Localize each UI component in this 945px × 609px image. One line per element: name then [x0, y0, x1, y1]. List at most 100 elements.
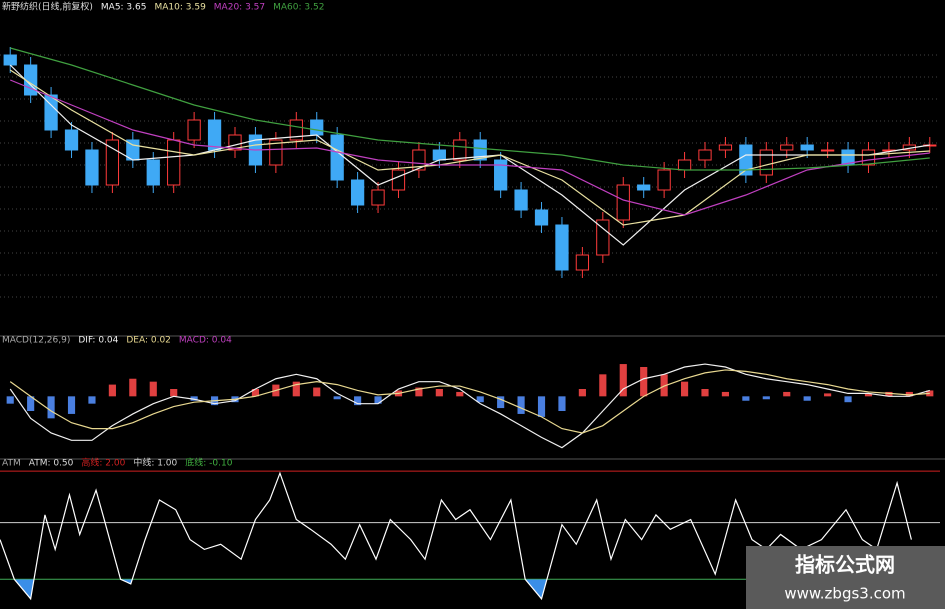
macd-bar	[354, 396, 362, 406]
macd-bar	[619, 364, 627, 397]
header-label: MACD: 0.04	[179, 336, 232, 346]
candle-body	[187, 119, 201, 141]
candle-body	[146, 159, 160, 186]
watermark-url: www.zbgs3.com	[784, 585, 905, 603]
candle-body	[85, 149, 99, 186]
macd-bar	[517, 396, 525, 414]
macd-bar	[844, 396, 852, 403]
candle-body	[473, 139, 487, 161]
macd-bar	[701, 389, 709, 397]
macd-bar	[680, 381, 689, 397]
header-label: MA20: 3.57	[214, 3, 265, 13]
macd-bar	[149, 381, 157, 397]
candle-body	[453, 139, 467, 161]
ma-line	[9, 69, 930, 226]
header-label: MA10: 3.59	[154, 3, 206, 13]
macd-bar	[905, 391, 913, 397]
macd-bar	[456, 391, 464, 397]
macd-bar	[497, 396, 505, 409]
header-label: ATM: 0.50	[29, 459, 74, 469]
candle-body	[207, 119, 222, 151]
header-label: DIF: 0.04	[78, 336, 118, 346]
header-label: DEA: 0.02	[126, 336, 171, 346]
candle-body	[739, 144, 753, 176]
ma-line	[9, 64, 930, 246]
candle-body	[391, 169, 406, 191]
candle-body	[534, 209, 549, 226]
macd-bar	[783, 391, 791, 397]
macd-line	[9, 363, 930, 449]
header-label: MACD(12,26,9)	[2, 336, 70, 346]
watermark-box	[746, 546, 945, 609]
header-label: MA5: 3.65	[101, 3, 147, 13]
macd-bar	[721, 391, 730, 397]
candle-body	[44, 94, 58, 131]
candle-body	[432, 149, 446, 161]
candle-body	[861, 149, 876, 166]
header-label: 高线: 2.00	[81, 457, 125, 469]
candle-body	[718, 144, 733, 151]
candle-body	[820, 149, 835, 152]
candle-body	[637, 184, 651, 191]
macd-bar	[415, 387, 423, 397]
candle-body	[616, 184, 630, 221]
candle-body	[677, 159, 692, 171]
candle-body	[330, 134, 344, 181]
macd-bar	[599, 374, 607, 397]
macd-bar	[640, 367, 648, 397]
macd-bar	[88, 396, 96, 404]
candle-body	[289, 119, 303, 141]
macd-bar	[660, 374, 668, 397]
macd-bar	[333, 396, 341, 400]
header-label: 底线: -0.10	[185, 457, 232, 469]
candle-body	[698, 149, 712, 161]
candle-body	[105, 139, 120, 186]
candle-body	[269, 139, 283, 166]
candle-body	[759, 149, 773, 176]
candle-body	[657, 169, 671, 191]
macd-bar	[762, 396, 770, 400]
macd-bar	[864, 393, 873, 397]
header-label: ATM	[2, 459, 21, 469]
watermark-title: 指标公式网	[795, 553, 895, 577]
macd-bar	[292, 381, 300, 397]
header-label: MA60: 3.52	[273, 3, 324, 13]
macd-bar	[476, 396, 484, 403]
candle-body	[3, 54, 17, 66]
candle-body	[310, 119, 324, 136]
candle-body	[350, 179, 365, 206]
macd-bar	[742, 396, 750, 401]
candle-body	[575, 254, 590, 271]
candle-body	[514, 189, 528, 211]
macd-bar	[190, 396, 198, 401]
macd-bar	[537, 396, 546, 417]
candle-body	[371, 189, 385, 206]
candle-body	[64, 129, 79, 151]
candle-body	[596, 219, 610, 256]
candle-body	[167, 139, 181, 186]
candle-body	[555, 224, 569, 271]
macd-bar	[803, 396, 811, 401]
macd-line	[9, 369, 930, 434]
macd-bar	[578, 389, 586, 397]
macd-bar	[6, 396, 14, 404]
candle-body	[412, 149, 426, 171]
header-label: 中线: 1.00	[133, 457, 177, 469]
macd-bar	[108, 384, 116, 397]
macd-bar	[435, 389, 443, 397]
macd-bar	[27, 396, 35, 411]
candle-body	[780, 144, 794, 151]
header-label: 新野纺织(日线,前复权)	[2, 1, 93, 13]
macd-bar	[374, 396, 382, 404]
macd-bar	[251, 389, 260, 397]
candle-body	[494, 159, 508, 191]
macd-bar	[824, 393, 832, 397]
macd-bar	[67, 396, 76, 414]
ma-line	[9, 79, 930, 216]
macd-bar	[47, 396, 55, 419]
macd-bar	[170, 389, 178, 397]
macd-bar	[313, 387, 321, 397]
macd-bar	[885, 391, 893, 397]
